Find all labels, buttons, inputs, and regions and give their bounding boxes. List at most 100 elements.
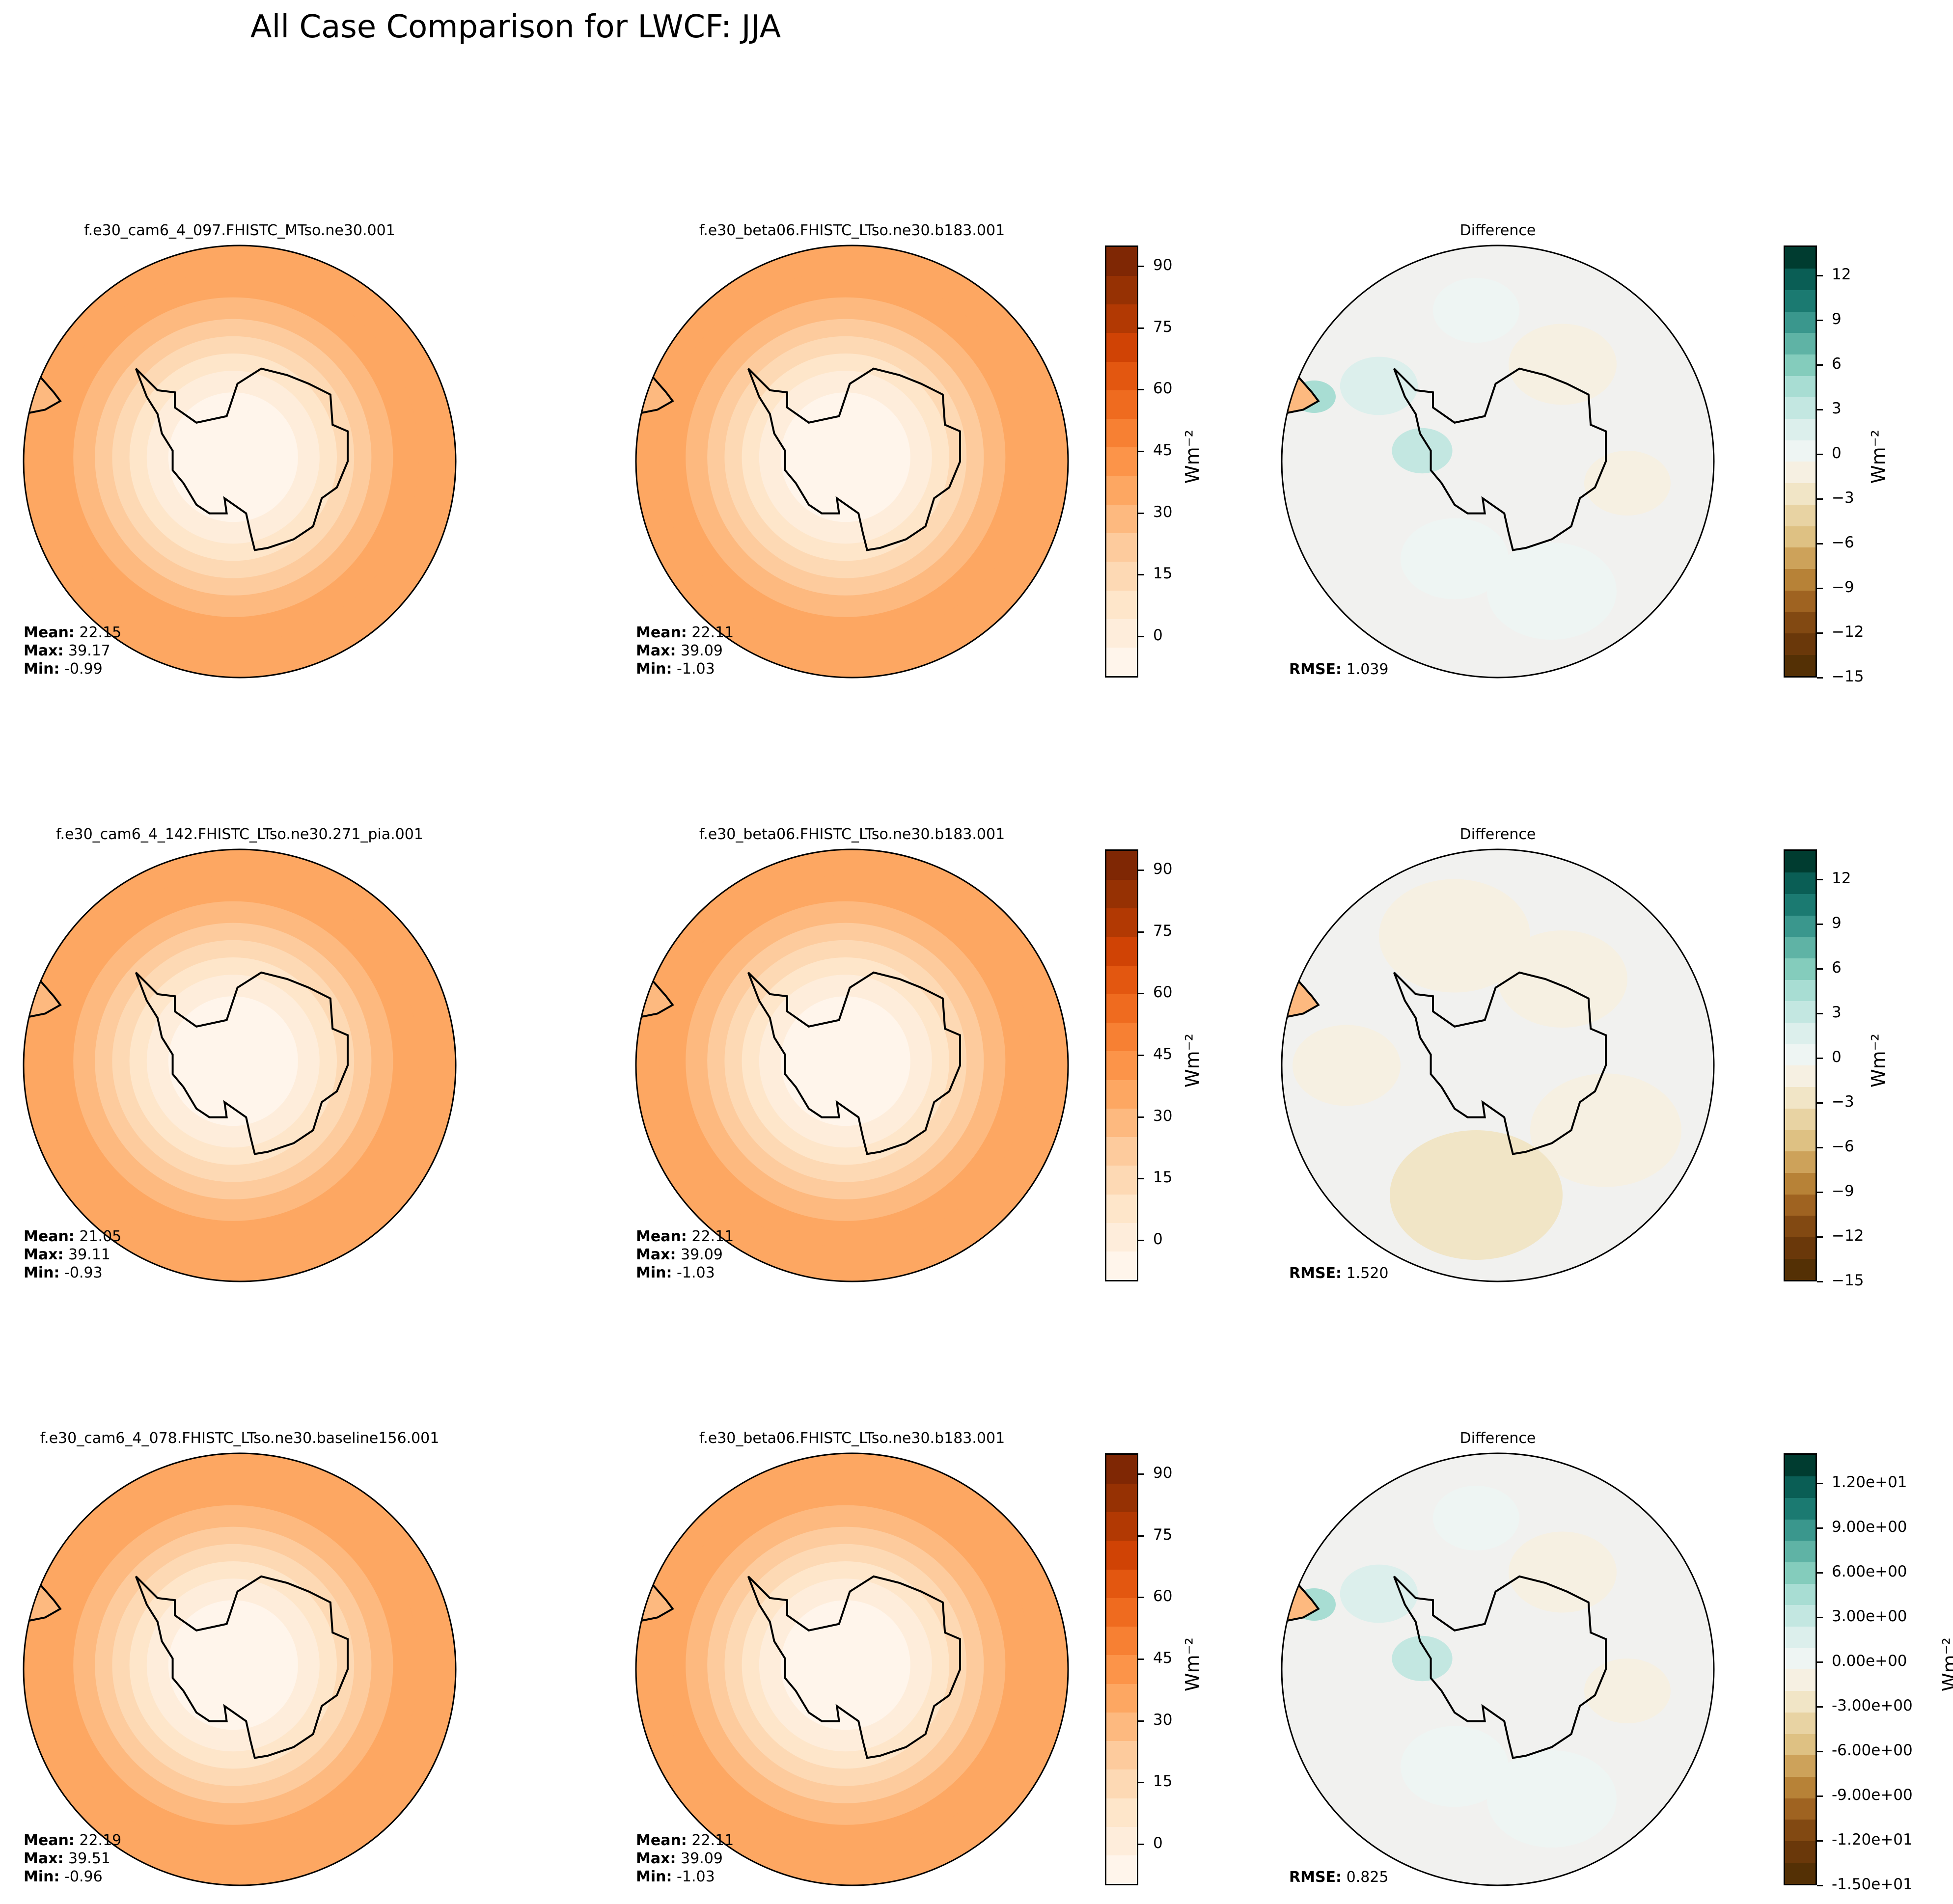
- map-panel-4: [23, 848, 457, 1282]
- colorbar-segment: [1785, 1519, 1815, 1541]
- coastline: [1393, 971, 1607, 1155]
- colorbar-segment: [1106, 1051, 1137, 1080]
- colorbar-segment: [1106, 879, 1137, 909]
- colorbar-tick-label: 6.00e+00: [1832, 1562, 1907, 1580]
- min-value: -1.03: [677, 1264, 715, 1281]
- max-value: 39.51: [68, 1850, 110, 1867]
- colorbar-segment: [1106, 1455, 1137, 1484]
- colorbar-tick-label: 15: [1153, 1772, 1173, 1791]
- colorbar-segment: [1785, 1562, 1815, 1584]
- colorbar-tick-label: 30: [1153, 1711, 1173, 1729]
- colorbar-segment: [1785, 872, 1815, 894]
- colorbar-segment: [1106, 1626, 1137, 1656]
- colorbar-segment: [1106, 1108, 1137, 1138]
- colorbar-tick-label: 12: [1832, 869, 1851, 887]
- mean-label: Mean:: [24, 1832, 75, 1849]
- colorbar-segment: [1785, 1130, 1815, 1152]
- rmse-label: RMSE:: [1289, 1869, 1342, 1886]
- contour-band: [780, 392, 910, 522]
- colorbar-segment: [1106, 1022, 1137, 1052]
- colorbar-tick-label: 6: [1832, 354, 1842, 373]
- contour-band: [1433, 1486, 1519, 1550]
- colorbar-tick-label: 3: [1832, 1003, 1842, 1021]
- coastline: [135, 1575, 349, 1759]
- colorbar-tick-label: −9: [1832, 1182, 1854, 1200]
- colorbar-segment: [1785, 1022, 1815, 1044]
- colorbar-segment: [1785, 440, 1815, 462]
- colorbar-segment: [1106, 1769, 1137, 1798]
- colorbar-segment: [1106, 1483, 1137, 1513]
- max-label: Max:: [24, 642, 64, 659]
- colorbar-tick-label: 0: [1153, 1834, 1163, 1852]
- colorbar-tick-label: 60: [1153, 1587, 1173, 1605]
- map-boundary: [23, 1452, 457, 1886]
- min-value: -0.99: [64, 660, 103, 678]
- map-boundary: [23, 245, 457, 679]
- colorbar-tick-label: 45: [1153, 1649, 1173, 1667]
- map-panel-3: [1281, 245, 1715, 679]
- colorbar-segment: [1785, 354, 1815, 376]
- colorbar-segment: [1785, 1712, 1815, 1734]
- colorbar-segment: [1785, 483, 1815, 505]
- colorbar-segment: [1785, 1648, 1815, 1670]
- colorbar-segment: [1785, 590, 1815, 612]
- colorbar-segment: [1785, 526, 1815, 548]
- colorbar-segment: [1106, 1684, 1137, 1713]
- min-value: -0.96: [64, 1868, 103, 1885]
- contour-band: [1401, 518, 1509, 599]
- colorbar-tick-label: −9: [1832, 578, 1854, 596]
- colorbar-tick-label: 15: [1153, 1169, 1173, 1187]
- panel-title: f.e30_cam6_4_078.FHISTC_LTso.ne30.baseli…: [40, 1430, 440, 1447]
- colorbar-segment: [1106, 247, 1137, 276]
- mean-label: Mean:: [24, 624, 75, 641]
- contour-band: [1401, 1726, 1509, 1807]
- rmse-label: RMSE:: [1289, 661, 1342, 678]
- colorbar-segment: [1106, 1165, 1137, 1195]
- map-boundary: [23, 848, 457, 1282]
- colorbar-segment: [1106, 965, 1137, 994]
- rmse-value: 1.039: [1346, 661, 1389, 678]
- colorbar-segment: [1785, 268, 1815, 290]
- colorbar-segment: [1106, 476, 1137, 505]
- colorbar-tick-label: -3.00e+00: [1832, 1696, 1913, 1714]
- colorbar-tick-label: 9: [1832, 914, 1842, 932]
- max-value: 39.11: [68, 1246, 110, 1263]
- colorbar-segment: [1785, 1065, 1815, 1088]
- colorbar-segment: [1785, 1841, 1815, 1863]
- colorbar-segment: [1106, 908, 1137, 937]
- colorbar-segment: [1106, 647, 1137, 677]
- coastline: [1393, 367, 1607, 551]
- mean-label: Mean:: [24, 1228, 75, 1245]
- colorbar-tick-label: -1.50e+01: [1832, 1876, 1913, 1893]
- colorbar-segment: [1785, 1540, 1815, 1562]
- rmse-value: 1.520: [1346, 1265, 1389, 1282]
- contour-band: [1487, 543, 1617, 640]
- mean-value: 21.05: [79, 1228, 122, 1245]
- min-value: -1.03: [677, 660, 715, 678]
- colorbar-tick-label: −15: [1832, 1272, 1864, 1289]
- coastline: [747, 971, 961, 1155]
- mean-value: 22.11: [691, 1832, 734, 1849]
- panel-stats: Mean: 22.11 Max: 39.09 Min: -1.03: [636, 624, 734, 678]
- colorbar-tick-label: 0: [1153, 626, 1163, 645]
- contour-band: [1340, 356, 1418, 415]
- colorbar-segment: [1785, 1690, 1815, 1713]
- map-panel-2: [635, 245, 1069, 679]
- colorbar-segment: [1106, 1712, 1137, 1741]
- colorbar-tick-label: 45: [1153, 1045, 1173, 1063]
- colorbar-segment: [1785, 1001, 1815, 1023]
- panel-title: f.e30_beta06.FHISTC_LTso.ne30.b183.001: [699, 826, 1005, 843]
- colorbar-tick-label: 0: [1832, 444, 1842, 462]
- colorbar-segment: [1106, 275, 1137, 305]
- colorbar-tick-label: -1.20e+01: [1832, 1830, 1913, 1849]
- colorbar-tick-label: 75: [1153, 922, 1173, 940]
- colorbar-tick-label: -9.00e+00: [1832, 1786, 1913, 1804]
- colorbar-segment: [1106, 1080, 1137, 1109]
- panel-stats: RMSE: 1.520: [1289, 1264, 1389, 1282]
- panel-stats: Mean: 22.11 Max: 39.09 Min: -1.03: [636, 1831, 734, 1886]
- colorbar-segment: [1785, 1626, 1815, 1648]
- colorbar-segment: [1785, 418, 1815, 440]
- min-value: -0.93: [64, 1264, 103, 1281]
- map-panel-6: [1281, 848, 1715, 1282]
- colorbar: [1105, 849, 1138, 1281]
